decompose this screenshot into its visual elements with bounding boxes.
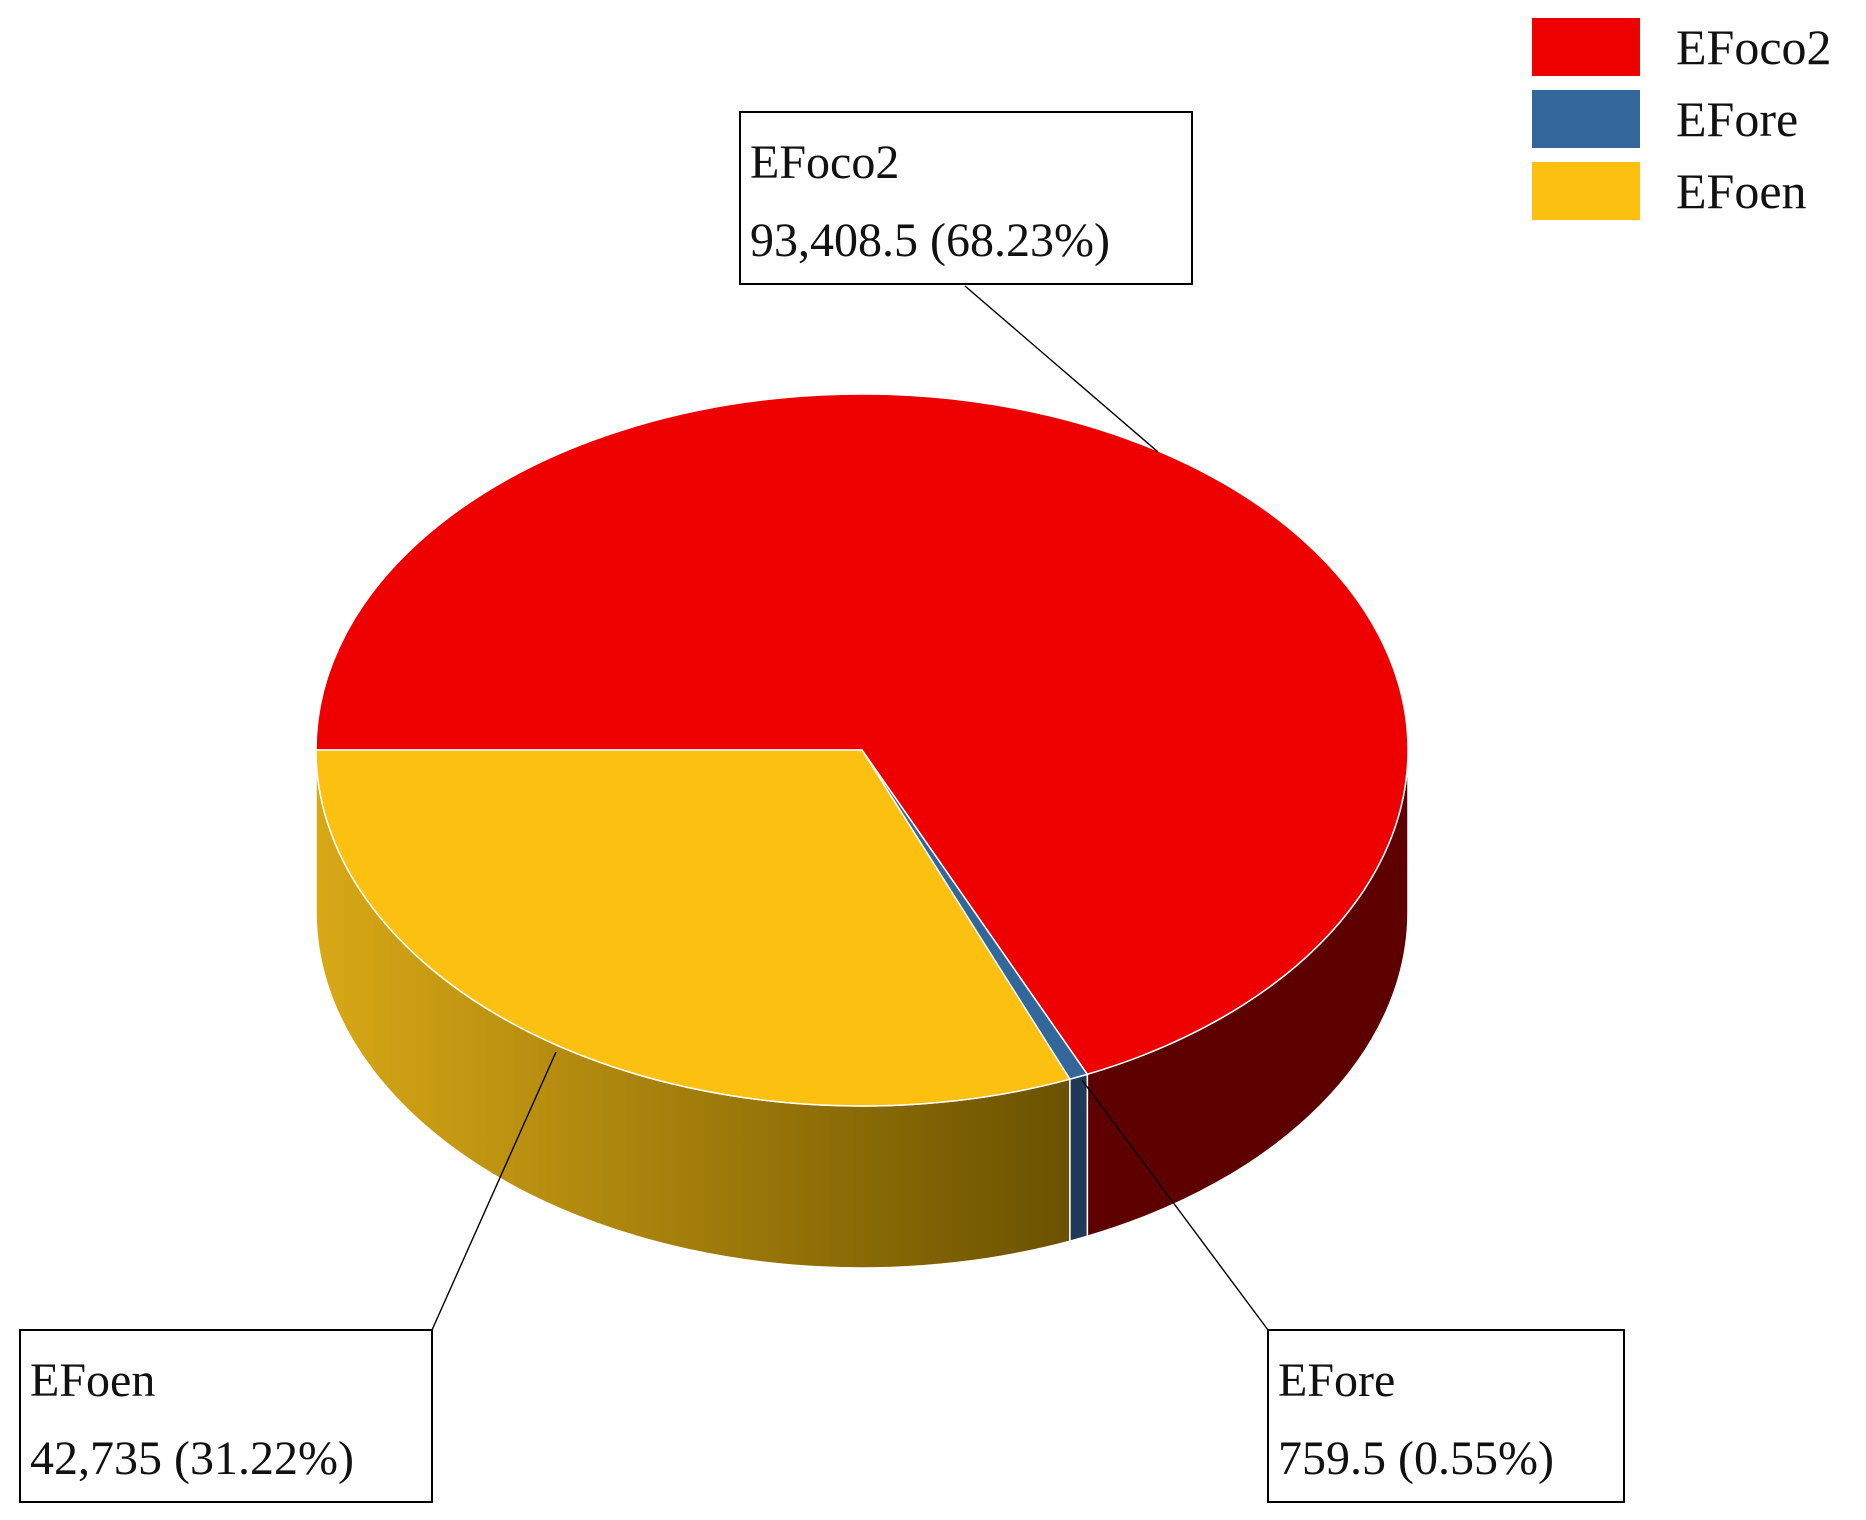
leader-line-efoen [431, 1051, 557, 1331]
callout-value: 93,408.5 (68.23%) [750, 214, 1110, 267]
callout-value: 42,735 (31.22%) [30, 1432, 354, 1485]
legend-swatch [1532, 90, 1640, 148]
data-labels: EFoco2 93,408.5 (68.23%) EFore 759.5 (0.55%… [19, 111, 1625, 1503]
legend-label: EFoco2 [1676, 19, 1832, 75]
pie-slice-efoen [315, 749, 1072, 1107]
leader-line-efore [1081, 1079, 1269, 1331]
callout-efoco2: EFoco2 93,408.5 (68.23%) [739, 111, 1193, 285]
legend-swatch [1532, 162, 1640, 220]
callout-name: EFoco2 [750, 136, 899, 189]
pie-sides [315, 749, 1409, 1269]
pie-top [315, 393, 1409, 1107]
callout-box [19, 1329, 433, 1503]
legend-label: EFore [1676, 91, 1798, 147]
callout-box [1267, 1329, 1625, 1503]
pie-slice-efoco2 [315, 393, 1409, 1076]
callout-efoen: EFoen 42,735 (31.22%) [19, 1329, 433, 1503]
pie-side-efore [1069, 1073, 1089, 1243]
legend-item-efoen: EFoen [1532, 162, 1807, 220]
legend-item-efoco2: EFoco2 [1532, 18, 1832, 76]
legend-item-efore: EFore [1532, 90, 1798, 148]
callout-name: EFore [1278, 1354, 1395, 1407]
legend-label: EFoen [1676, 163, 1807, 219]
leader-lines [431, 285, 1269, 1331]
callout-efore: EFore 759.5 (0.55%) [1267, 1329, 1625, 1503]
legend-swatch [1532, 18, 1640, 76]
leader-line-efoco2 [964, 285, 1159, 453]
callout-value: 759.5 (0.55%) [1278, 1432, 1554, 1485]
callout-box [739, 111, 1193, 285]
legend: EFoco2 EFore EFoen [1532, 18, 1832, 220]
callout-name: EFoen [30, 1354, 155, 1407]
